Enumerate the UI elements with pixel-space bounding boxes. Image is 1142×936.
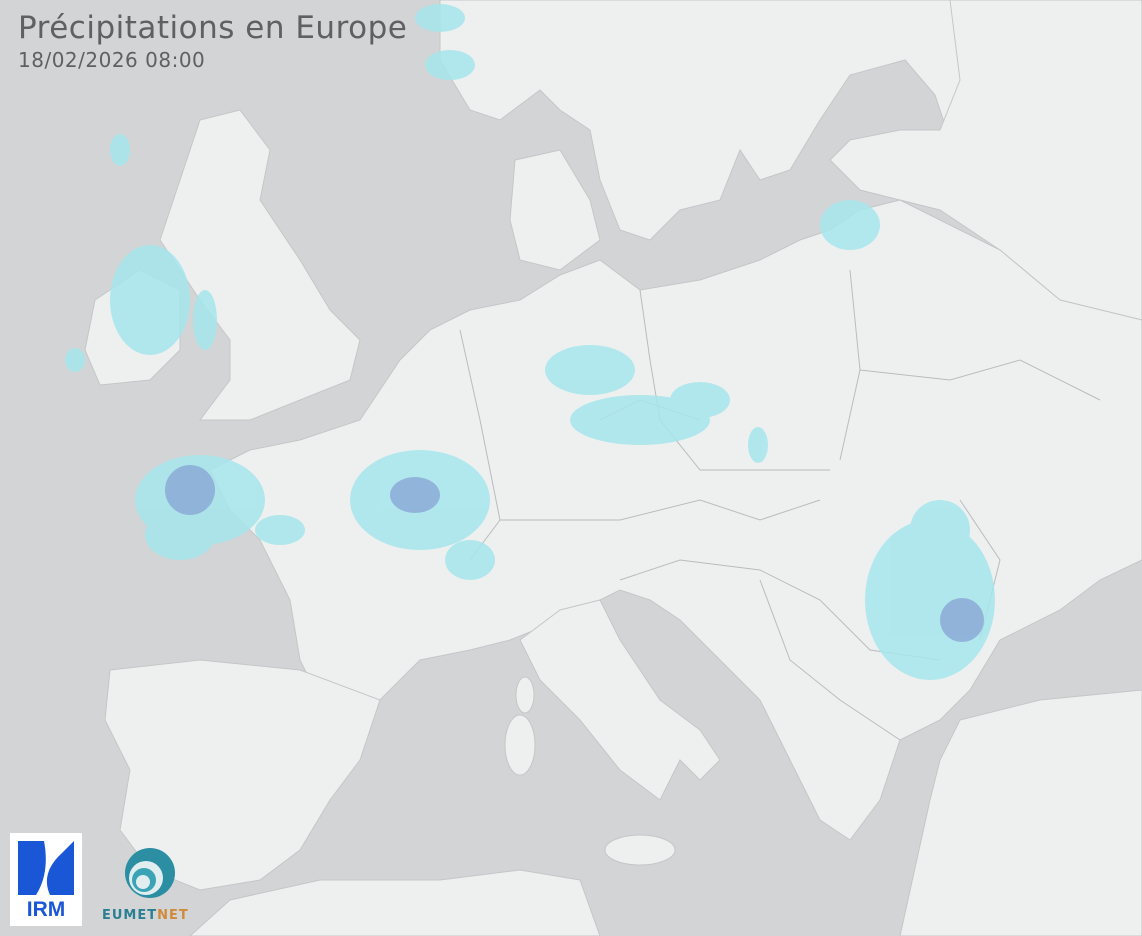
land-north-africa bbox=[189, 869, 601, 936]
land-anatolia bbox=[899, 689, 1142, 936]
eumetnet-logo: EUMETNET bbox=[98, 845, 208, 925]
irm-emblem-icon bbox=[18, 841, 74, 895]
irm-logo: IRM bbox=[10, 833, 82, 926]
borders bbox=[459, 269, 1101, 741]
land-italy bbox=[519, 599, 721, 801]
irm-logo-text: IRM bbox=[26, 898, 66, 921]
land-sicily bbox=[604, 834, 676, 866]
precipitation bbox=[65, 4, 995, 680]
map-title: Précipitations en Europe bbox=[18, 10, 408, 46]
eumetnet-logo-text: EUMETNET bbox=[102, 908, 189, 923]
map-datetime: 18/02/2026 08:00 bbox=[18, 48, 206, 72]
land bbox=[84, 0, 1142, 936]
land-great-britain bbox=[159, 109, 361, 421]
land-sardinia bbox=[504, 714, 536, 776]
land-iberia bbox=[104, 659, 381, 891]
eumetnet-emblem-icon bbox=[125, 848, 175, 898]
land-corsica bbox=[515, 676, 535, 714]
land-denmark bbox=[509, 149, 601, 271]
